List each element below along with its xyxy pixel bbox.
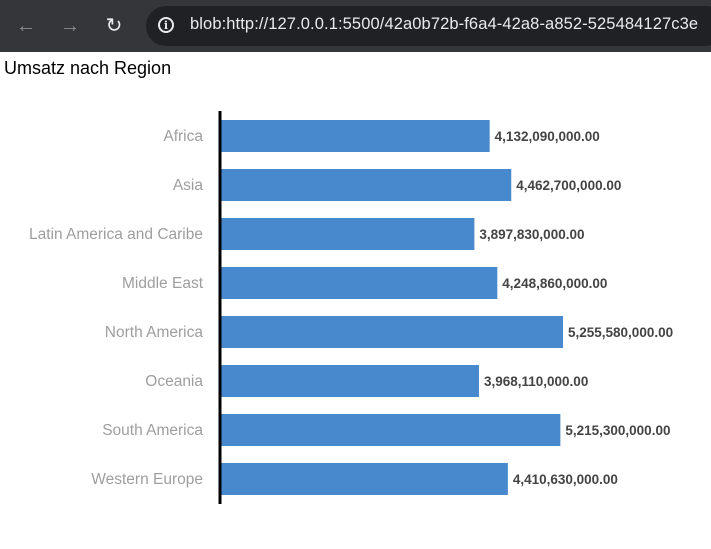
category-label: South America <box>102 422 203 439</box>
category-label: Asia <box>173 177 204 194</box>
back-button[interactable]: ← <box>10 10 42 42</box>
bar-north-america <box>220 316 563 348</box>
value-label: 4,248,860,000.00 <box>502 276 607 291</box>
bar-south-america <box>220 414 561 446</box>
forward-button[interactable]: → <box>54 10 86 42</box>
reload-button[interactable]: ↻ <box>98 10 130 42</box>
value-label: 5,255,580,000.00 <box>568 325 673 340</box>
value-label: 4,410,630,000.00 <box>513 472 618 487</box>
value-label: 3,968,110,000.00 <box>484 374 588 389</box>
browser-toolbar: ← → ↻ i blob:http://127.0.0.1:5500/42a0b… <box>0 0 711 52</box>
bar-oceania <box>220 365 479 397</box>
category-label: Western Europe <box>91 471 203 488</box>
category-label: Africa <box>163 128 203 145</box>
value-label: 5,215,300,000.00 <box>565 423 670 438</box>
url-text[interactable]: blob:http://127.0.0.1:5500/42a0b72b-f6a4… <box>190 15 699 33</box>
value-label: 3,897,830,000.00 <box>479 227 584 242</box>
arrow-left-icon: ← <box>16 15 36 37</box>
bar-western-europe <box>220 463 508 495</box>
bar-middle-east <box>220 267 498 299</box>
reload-icon: ↻ <box>105 15 123 37</box>
value-label: 4,132,090,000.00 <box>495 129 600 144</box>
category-label: North America <box>105 324 204 341</box>
category-label: Latin America and Caribe <box>29 226 203 243</box>
page-title: Umsatz nach Region <box>4 58 172 78</box>
category-label: Middle East <box>122 275 204 292</box>
info-icon[interactable]: i <box>158 17 174 33</box>
arrow-right-icon: → <box>60 15 80 37</box>
bar-asia <box>220 169 512 201</box>
category-label: Oceania <box>145 373 203 390</box>
bar-africa <box>220 120 490 152</box>
bar-latin-america-and-caribe <box>220 218 475 250</box>
value-label: 4,462,700,000.00 <box>516 178 621 193</box>
address-bar[interactable]: i blob:http://127.0.0.1:5500/42a0b72b-f6… <box>146 6 711 46</box>
